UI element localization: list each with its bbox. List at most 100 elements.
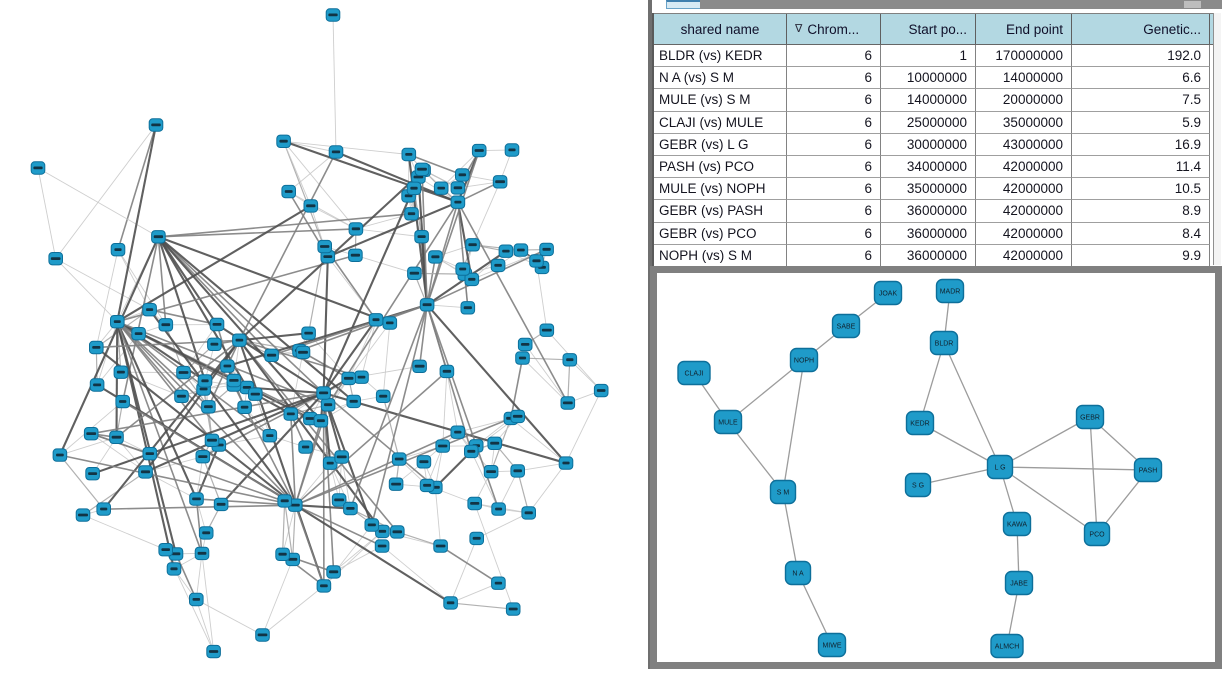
node-gebr[interactable]: GEBR xyxy=(1077,406,1104,429)
node-noph[interactable]: NOPH xyxy=(791,349,818,372)
node-miwe[interactable]: MIWE xyxy=(819,634,846,657)
network-node[interactable] xyxy=(249,388,263,400)
table-cell[interactable]: 16.9 xyxy=(1072,134,1210,156)
table-cell[interactable]: 10.5 xyxy=(1072,178,1210,200)
network-node[interactable] xyxy=(302,327,316,339)
node-joak[interactable]: JOAK xyxy=(875,282,902,305)
node-l-g[interactable]: L G xyxy=(988,456,1013,479)
network-node[interactable] xyxy=(530,255,544,267)
table-cell[interactable]: 1 xyxy=(881,45,976,67)
table-cell[interactable]: 6 xyxy=(787,45,881,67)
network-node[interactable] xyxy=(76,509,90,521)
network-node[interactable] xyxy=(389,478,403,490)
network-node[interactable] xyxy=(402,148,416,160)
network-node[interactable] xyxy=(318,240,332,252)
network-node[interactable] xyxy=(491,259,505,271)
table-cell[interactable]: 6 xyxy=(787,223,881,245)
network-node[interactable] xyxy=(175,390,189,402)
network-node[interactable] xyxy=(152,231,166,243)
network-node[interactable] xyxy=(506,603,520,615)
table-cell[interactable]: 42000000 xyxy=(976,200,1072,222)
network-node[interactable] xyxy=(196,451,210,463)
node-bldr[interactable]: BLDR xyxy=(931,332,958,355)
table-cell[interactable]: 8.9 xyxy=(1072,200,1210,222)
network-node[interactable] xyxy=(347,395,361,407)
table-cell[interactable]: 36000000 xyxy=(881,200,976,222)
network-node[interactable] xyxy=(434,182,448,194)
table-cell[interactable]: 42000000 xyxy=(976,178,1072,200)
network-node[interactable] xyxy=(282,185,296,197)
network-node[interactable] xyxy=(314,415,328,427)
network-node[interactable] xyxy=(470,532,484,544)
network-node[interactable] xyxy=(415,163,429,175)
network-node[interactable] xyxy=(208,338,222,350)
network-node[interactable] xyxy=(456,263,470,275)
node-pash[interactable]: PASH xyxy=(1135,459,1162,482)
column-header-chrom[interactable]: ∇Chrom... xyxy=(787,14,881,44)
network-node[interactable] xyxy=(278,495,292,507)
network-node[interactable] xyxy=(563,354,577,366)
table-scroll-gutter[interactable] xyxy=(1213,13,1221,265)
network-node[interactable] xyxy=(317,387,331,399)
network-node[interactable] xyxy=(436,440,450,452)
network-node[interactable] xyxy=(365,519,379,531)
network-node[interactable] xyxy=(263,430,277,442)
network-node[interactable] xyxy=(149,119,163,131)
network-node[interactable] xyxy=(472,144,486,156)
table-cell[interactable]: 6 xyxy=(787,134,881,156)
table-cell[interactable]: 20000000 xyxy=(976,89,1072,111)
table-cell[interactable]: 6.6 xyxy=(1072,67,1210,89)
network-node[interactable] xyxy=(167,563,181,575)
network-node[interactable] xyxy=(31,162,45,174)
network-node[interactable] xyxy=(110,431,124,443)
network-node[interactable] xyxy=(540,324,554,336)
network-node[interactable] xyxy=(413,360,427,372)
table-cell[interactable]: 30000000 xyxy=(881,134,976,156)
node-jabe[interactable]: JABE xyxy=(1006,572,1033,595)
table-cell[interactable]: 5.9 xyxy=(1072,112,1210,134)
network-node[interactable] xyxy=(214,498,228,510)
network-node[interactable] xyxy=(265,349,279,361)
table-cell[interactable]: 14000000 xyxy=(881,89,976,111)
network-node[interactable] xyxy=(227,374,241,386)
network-node[interactable] xyxy=(233,334,247,346)
column-header-start-po[interactable]: Start po... xyxy=(881,14,976,44)
table-cell[interactable]: 36000000 xyxy=(881,245,976,267)
table-cell[interactable]: GEBR (vs) L G xyxy=(654,134,787,156)
network-node[interactable] xyxy=(84,428,98,440)
node-s-g[interactable]: S G xyxy=(906,474,931,497)
network-node[interactable] xyxy=(514,244,528,256)
network-node[interactable] xyxy=(90,379,104,391)
network-node[interactable] xyxy=(304,200,318,212)
network-node[interactable] xyxy=(392,453,406,465)
network-node[interactable] xyxy=(97,503,111,515)
table-cell[interactable]: 9.9 xyxy=(1072,245,1210,267)
network-node[interactable] xyxy=(355,371,369,383)
network-node[interactable] xyxy=(456,169,470,181)
node-almch[interactable]: ALMCH xyxy=(991,635,1023,658)
table-cell[interactable]: 192.0 xyxy=(1072,45,1210,67)
network-node[interactable] xyxy=(492,503,506,515)
network-node[interactable] xyxy=(49,253,63,265)
table-cell[interactable]: 34000000 xyxy=(881,156,976,178)
network-node[interactable] xyxy=(466,239,480,251)
node-sabe[interactable]: SABE xyxy=(833,315,860,338)
network-node[interactable] xyxy=(594,384,608,396)
network-node[interactable] xyxy=(391,526,405,538)
column-header-end-point[interactable]: End point xyxy=(976,14,1072,44)
overview-network-canvas[interactable] xyxy=(0,0,650,669)
network-node[interactable] xyxy=(190,493,204,505)
network-node[interactable] xyxy=(434,540,448,552)
overview-network-panel[interactable] xyxy=(0,0,650,669)
table-cell[interactable]: CLAJI (vs) MULE xyxy=(654,112,787,134)
network-node[interactable] xyxy=(561,397,575,409)
network-edge[interactable] xyxy=(783,360,804,492)
network-node[interactable] xyxy=(198,375,212,387)
